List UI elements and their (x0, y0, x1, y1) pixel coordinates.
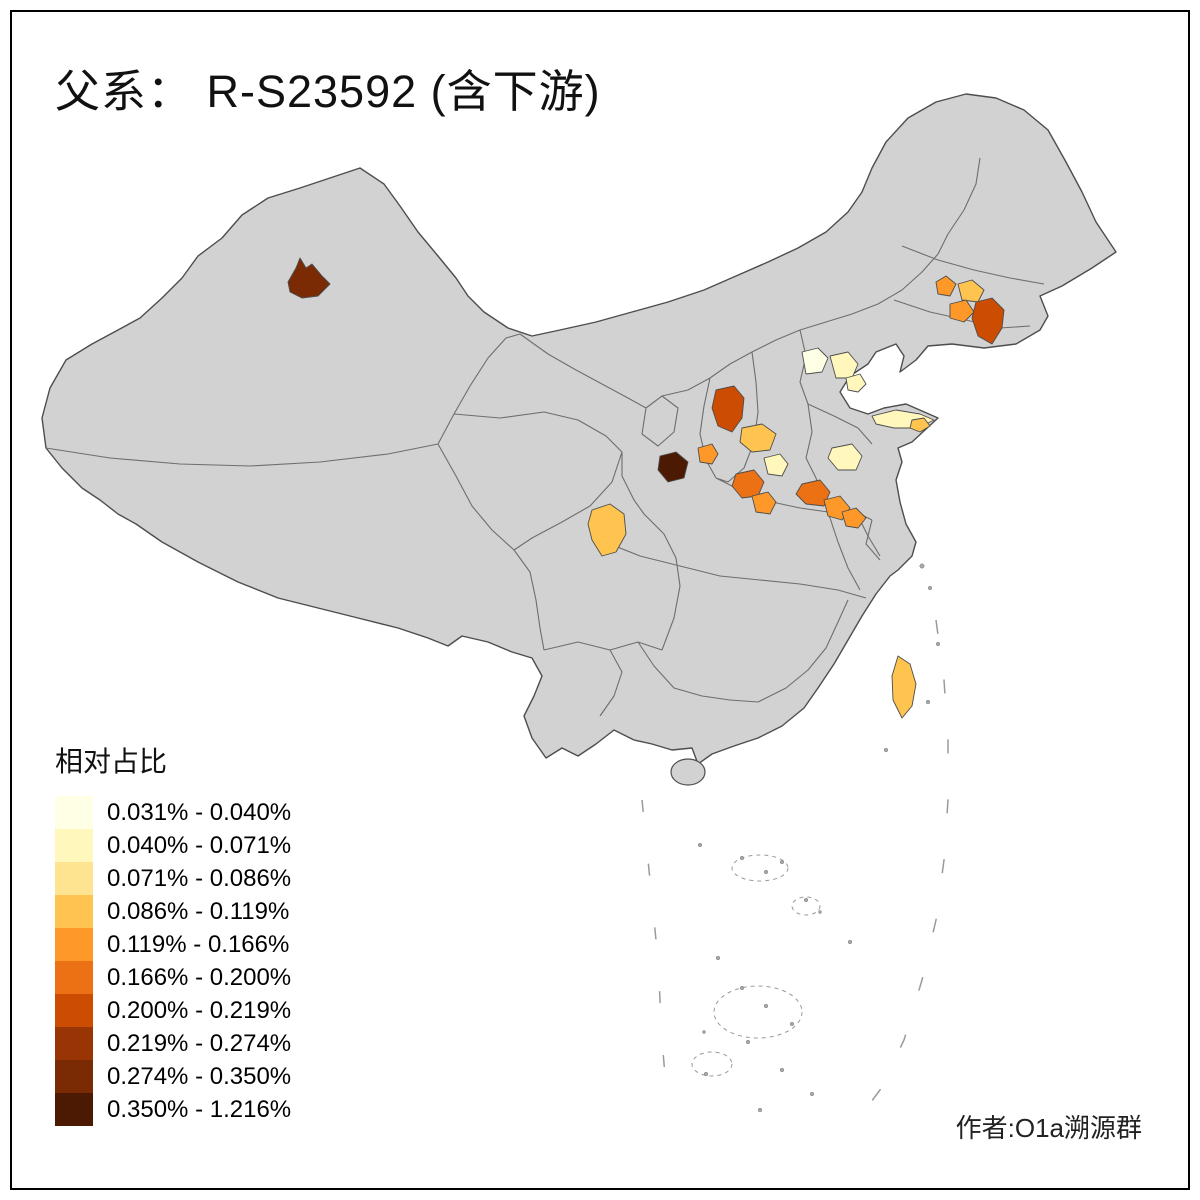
region-patch (711, 385, 745, 433)
island-group-outline (731, 854, 789, 882)
legend-row: 0.350% - 1.216% (55, 1093, 395, 1126)
legend-swatch (55, 796, 93, 829)
island-speck (739, 985, 745, 991)
island-speck (779, 859, 785, 865)
legend-swatch (55, 928, 93, 961)
legend-row: 0.031% - 0.040% (55, 796, 395, 829)
island-speck (935, 641, 941, 647)
island-speck (925, 699, 931, 705)
legend-row: 0.166% - 0.200% (55, 961, 395, 994)
island-group-outline (791, 896, 821, 916)
island-group-outline (691, 1051, 733, 1077)
legend-label: 0.274% - 0.350% (107, 1062, 292, 1090)
island-speck (789, 1021, 795, 1027)
legend-row: 0.119% - 0.166% (55, 928, 395, 961)
region-patch (949, 299, 975, 323)
region-patch (829, 351, 859, 379)
nine-dash-line-west (641, 799, 669, 1111)
region-patch (957, 279, 985, 303)
legend-swatch (55, 961, 93, 994)
island-speck (715, 955, 721, 961)
region-patch (827, 443, 863, 471)
legend-swatch (55, 895, 93, 928)
island-speck (757, 1107, 763, 1113)
island-speck (847, 939, 853, 945)
legend-row: 0.040% - 0.071% (55, 829, 395, 862)
region-patch (841, 507, 867, 529)
legend-label: 0.119% - 0.166% (107, 930, 290, 958)
legend-label: 0.350% - 1.216% (107, 1095, 292, 1123)
region-patch (657, 451, 689, 483)
legend-swatch (55, 829, 93, 862)
legend-label: 0.086% - 0.119% (107, 897, 290, 925)
island-speck (763, 1003, 769, 1009)
island-speck (703, 1071, 709, 1077)
region-patch (801, 347, 829, 375)
legend-row: 0.219% - 0.274% (55, 1027, 395, 1060)
legend: 相对占比 0.031% - 0.040% 0.040% - 0.071% 0.071… (55, 740, 395, 1126)
island-speck (697, 842, 703, 848)
island-group-outline (713, 985, 803, 1039)
region-patch (739, 423, 777, 453)
region-patch-taiwan (891, 655, 917, 719)
hainan-island (670, 758, 706, 786)
island-speck (803, 897, 809, 903)
legend-row: 0.274% - 0.350% (55, 1060, 395, 1093)
legend-label: 0.071% - 0.086% (107, 864, 292, 892)
legend-label: 0.166% - 0.200% (107, 963, 292, 991)
legend-title: 相对占比 (55, 746, 168, 777)
legend-label: 0.200% - 0.219% (107, 996, 292, 1024)
region-patch (287, 257, 331, 299)
legend-swatch (55, 1027, 93, 1060)
region-patch (795, 479, 831, 507)
page-title: 父系： R-S23592 (含下游) (55, 66, 601, 117)
legend-label: 0.031% - 0.040% (107, 798, 292, 826)
legend-swatch (55, 1093, 93, 1126)
choropleth-patches (287, 257, 1005, 719)
island-speck (883, 747, 889, 753)
island-speck (919, 563, 925, 569)
region-patch (751, 491, 777, 515)
region-patch (971, 297, 1005, 345)
island-speck (779, 1067, 785, 1073)
province-borders (45, 157, 1045, 717)
legend-swatch (55, 1060, 93, 1093)
legend-swatch (55, 994, 93, 1027)
island-speck (927, 585, 933, 591)
legend-rows: 0.031% - 0.040% 0.040% - 0.071% 0.071% - 0… (55, 796, 395, 1126)
region-patch (763, 453, 789, 477)
legend-row: 0.200% - 0.219% (55, 994, 395, 1027)
legend-label: 0.040% - 0.071% (107, 831, 292, 859)
island-speck (702, 1030, 706, 1034)
legend-label: 0.219% - 0.274% (107, 1029, 292, 1057)
region-patch (909, 417, 931, 433)
legend-row: 0.071% - 0.086% (55, 862, 395, 895)
island-speck (745, 1039, 751, 1045)
sea-islands (697, 563, 941, 1113)
island-speck (809, 1091, 815, 1097)
legend-row: 0.086% - 0.119% (55, 895, 395, 928)
attribution: 作者:O1a溯源群 (955, 1113, 1142, 1143)
island-speck (818, 910, 822, 914)
legend-swatch (55, 862, 93, 895)
region-patch (845, 373, 867, 393)
region-patch (697, 443, 719, 465)
sea-dashed-lines (641, 619, 949, 1131)
island-speck (763, 869, 769, 875)
region-patch (935, 275, 957, 297)
china-mainland (41, 93, 1117, 765)
island-speck (739, 855, 745, 861)
region-patch (587, 503, 627, 557)
